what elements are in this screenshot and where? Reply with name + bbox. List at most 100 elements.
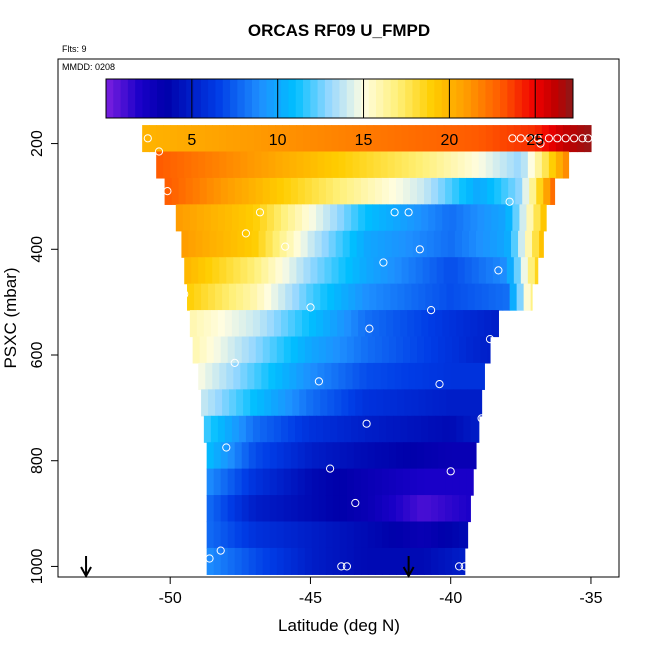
- heatmap-cell: [250, 389, 258, 417]
- sample-point: [241, 229, 250, 238]
- heatmap-cell: [346, 177, 355, 205]
- heatmap-cell: [317, 257, 326, 285]
- sample-point: [314, 377, 323, 386]
- heatmap-cell: [234, 468, 243, 496]
- heatmap-cell: [236, 389, 244, 417]
- heatmap-cell: [421, 310, 429, 338]
- heatmap-cell: [269, 547, 278, 575]
- heatmap-cell: [220, 177, 229, 205]
- heatmap-cell: [401, 257, 410, 285]
- heatmap-cell: [156, 125, 164, 153]
- heatmap-cell: [388, 521, 397, 549]
- heatmap-cell: [271, 389, 279, 417]
- sample-point: [365, 324, 374, 333]
- heatmap-cell: [449, 204, 457, 232]
- y-tick-label: 400: [29, 236, 46, 263]
- heatmap-cell: [387, 151, 396, 179]
- heatmap-cell: [443, 151, 452, 179]
- heatmap-cell: [282, 125, 291, 153]
- heatmap-cell: [519, 204, 528, 232]
- heatmap-cell: [222, 283, 230, 311]
- heatmap-cell: [255, 521, 264, 549]
- heatmap-cell: [410, 177, 418, 205]
- heatmap-cell: [471, 362, 480, 390]
- heatmap-cell: [387, 257, 396, 285]
- heatmap-cell: [231, 204, 240, 232]
- heatmap-cell: [293, 230, 302, 258]
- heatmap-cell: [459, 177, 467, 205]
- heatmap-cell: [438, 468, 446, 496]
- heatmap-cell: [331, 125, 340, 153]
- heatmap-cell: [450, 151, 459, 179]
- heatmap-cell: [365, 204, 373, 232]
- heatmap-cell: [353, 442, 362, 470]
- heatmap-cell: [320, 389, 328, 417]
- heatmap-cell: [366, 257, 375, 285]
- heatmap-cell: [310, 257, 319, 285]
- heatmap-cell: [338, 125, 347, 153]
- heatmap-cell: [216, 230, 225, 258]
- colorbar-tick-label: 5: [187, 132, 196, 149]
- heatmap-cell: [345, 125, 354, 153]
- heatmap-cell: [374, 521, 383, 549]
- heatmap-cell: [325, 495, 334, 523]
- heatmap-cell: [447, 230, 456, 258]
- heatmap-cell: [396, 547, 404, 575]
- heatmap-cell: [366, 362, 375, 390]
- heatmap-cell: [323, 204, 331, 232]
- heatmap-cell: [404, 283, 413, 311]
- heatmap-cell: [241, 547, 250, 575]
- heatmap-cell: [431, 495, 439, 523]
- heatmap-cell: [330, 204, 338, 232]
- heatmap-cell: [348, 283, 356, 311]
- heatmap-cell: [456, 415, 464, 443]
- heatmap-cell: [383, 283, 391, 311]
- heatmap-cell: [206, 521, 215, 549]
- heatmap-cell: [325, 336, 334, 364]
- heatmap-cell: [508, 177, 516, 205]
- heatmap-cell: [210, 415, 219, 443]
- heatmap-cell: [341, 283, 349, 311]
- heatmap-cell: [241, 442, 250, 470]
- colorbar-segment: [485, 79, 494, 118]
- heatmap-cell: [316, 310, 324, 338]
- heatmap-cell: [276, 521, 285, 549]
- colorbar-segment: [149, 79, 158, 118]
- heatmap-cell: [396, 177, 404, 205]
- heatmap-cell: [203, 310, 212, 338]
- sample-point: [351, 498, 360, 508]
- heatmap-cell: [491, 310, 499, 338]
- colorbar-segment: [127, 79, 136, 118]
- sample-point: [255, 208, 265, 217]
- heatmap-cell: [373, 125, 382, 153]
- heatmap-cell: [323, 310, 331, 338]
- colorbar: 5 10 15 20 25: [105, 78, 574, 149]
- heatmap-cell: [506, 151, 515, 179]
- heatmap-cell: [189, 310, 198, 338]
- heatmap-cell: [255, 468, 264, 496]
- heatmap-cell: [393, 415, 401, 443]
- heatmap-cell: [429, 257, 438, 285]
- heatmap-cell: [297, 177, 306, 205]
- heatmap-cell: [436, 151, 445, 179]
- heatmap-cell: [273, 415, 282, 443]
- heatmap-cell: [403, 521, 411, 549]
- heatmap-cell: [303, 257, 312, 285]
- heatmap-cell: [379, 415, 387, 443]
- colorbar-segment: [383, 79, 392, 118]
- heatmap-cell: [353, 521, 362, 549]
- heatmap-cell: [466, 468, 474, 496]
- heatmap-cell: [212, 362, 220, 390]
- heatmap-cell: [261, 257, 269, 285]
- heatmap-cell: [311, 547, 320, 575]
- heatmap-cell: [269, 177, 278, 205]
- colorbar-segment: [514, 79, 523, 118]
- heatmap-cell: [339, 495, 348, 523]
- heatmap-cell: [367, 336, 376, 364]
- heatmap-cell: [238, 204, 247, 232]
- heatmap-cell: [283, 177, 292, 205]
- sample-point: [544, 134, 554, 143]
- heatmap-cell: [373, 362, 382, 390]
- heatmap-cell: [367, 442, 376, 470]
- heatmap-cell: [281, 204, 289, 232]
